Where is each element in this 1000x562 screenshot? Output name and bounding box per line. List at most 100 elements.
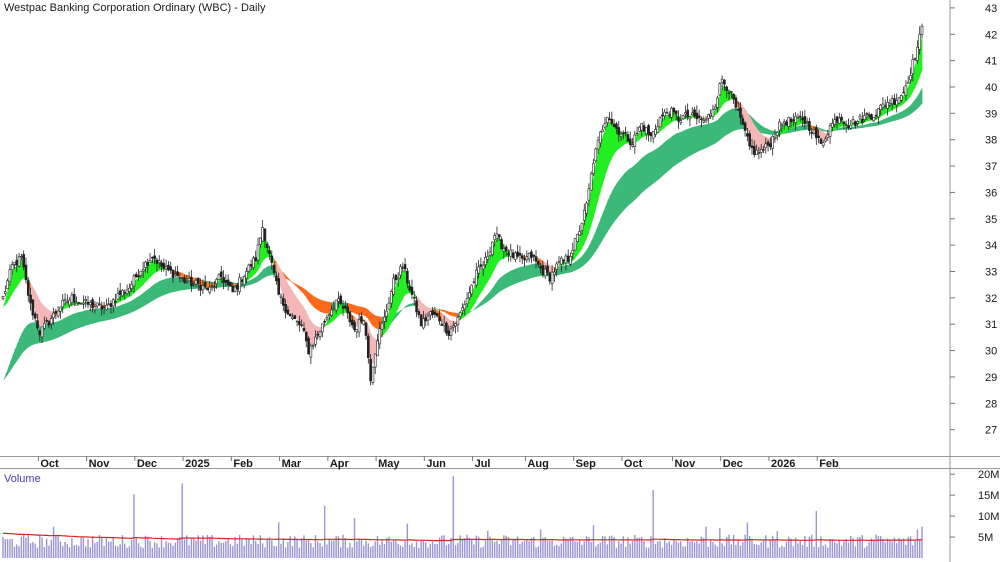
candlestick xyxy=(387,296,391,310)
volume-bar xyxy=(188,545,190,558)
candlestick xyxy=(647,123,650,142)
candle-body xyxy=(22,254,25,268)
price-tick-label: 38 xyxy=(985,135,997,147)
long-band-segment xyxy=(434,308,438,310)
candle-body xyxy=(118,290,122,295)
volume-bar xyxy=(804,536,806,558)
candle-body xyxy=(854,121,857,126)
volume-bar xyxy=(829,538,831,558)
volume-bar xyxy=(838,539,840,558)
long-band-segment xyxy=(703,124,707,149)
volume-bar xyxy=(280,543,282,558)
volume-bar xyxy=(179,536,181,558)
volume-bar xyxy=(183,539,186,558)
candle-body xyxy=(196,277,200,284)
candle-body xyxy=(190,277,193,287)
volume-bar xyxy=(652,490,654,558)
long-band-segment xyxy=(836,127,840,131)
candlestick xyxy=(569,252,572,267)
candlestick xyxy=(734,94,738,111)
candlestick xyxy=(8,264,12,286)
volume-bar xyxy=(78,545,80,558)
volume-bar xyxy=(204,543,206,558)
candlestick xyxy=(486,249,490,264)
candlestick xyxy=(139,270,143,278)
volume-bar xyxy=(438,537,441,558)
long-band-segment xyxy=(113,306,116,319)
candlestick xyxy=(183,274,186,285)
long-band-segment xyxy=(471,309,475,311)
candle-body xyxy=(454,323,457,327)
candle-body xyxy=(537,260,540,265)
volume-bar xyxy=(344,538,347,558)
volume-bar xyxy=(459,535,461,558)
candle-body xyxy=(337,298,340,302)
candlestick xyxy=(837,112,841,125)
candle-body xyxy=(677,116,680,122)
candle-body xyxy=(456,316,460,325)
short-band-segment xyxy=(478,269,482,297)
volume-bar xyxy=(34,543,36,558)
candle-body xyxy=(447,330,451,336)
long-band-segment xyxy=(880,119,884,125)
candlestick xyxy=(277,272,281,296)
short-band-segment xyxy=(602,129,606,185)
volume-moving-average-line xyxy=(2,532,923,542)
candlestick xyxy=(378,321,382,350)
candle-body xyxy=(1,296,5,299)
candlestick xyxy=(674,109,678,121)
volume-axis: 5M 10M 15M 20M xyxy=(950,469,999,544)
candle-body xyxy=(573,238,577,251)
candlestick xyxy=(916,40,919,65)
price-tick-label: 43 xyxy=(985,3,997,15)
candle-body xyxy=(612,123,616,128)
long-band-segment xyxy=(147,287,151,304)
candlestick xyxy=(245,267,248,284)
volume-bar xyxy=(615,547,618,558)
volume-bar xyxy=(512,538,514,558)
long-band-segment xyxy=(287,277,291,281)
long-band-segment xyxy=(910,102,914,115)
volume-bar xyxy=(774,539,776,558)
volume-bar xyxy=(330,540,333,558)
candle-body xyxy=(644,127,648,135)
candle-body xyxy=(199,285,202,291)
volume-bar xyxy=(55,534,57,558)
candle-body xyxy=(203,282,207,287)
volume-bar xyxy=(898,538,900,558)
candle-body xyxy=(904,85,908,96)
candlestick xyxy=(410,279,414,300)
candlestick xyxy=(537,260,540,268)
candle-body xyxy=(43,323,46,329)
candlestick xyxy=(196,277,200,291)
candlestick xyxy=(468,286,471,300)
volume-bar xyxy=(896,543,898,558)
volume-bar xyxy=(578,540,581,558)
short-band-segment xyxy=(37,295,41,328)
volume-bar xyxy=(211,535,213,558)
long-band-segment xyxy=(680,130,684,162)
volume-bar xyxy=(133,494,135,558)
volume-bar xyxy=(622,536,625,558)
volume-bar xyxy=(232,546,234,558)
long-band-segment xyxy=(513,268,516,285)
candle-body xyxy=(256,244,260,261)
volume-bar xyxy=(397,543,399,558)
candle-body xyxy=(780,124,784,126)
candle-body xyxy=(557,261,561,263)
candlestick xyxy=(831,118,834,132)
candle-body xyxy=(909,75,912,81)
candle-body xyxy=(125,289,129,294)
long-band-segment xyxy=(758,123,762,134)
candle-body xyxy=(865,113,869,115)
long-band-segment xyxy=(894,113,898,121)
candle-body xyxy=(153,255,156,260)
volume-bar xyxy=(790,538,792,558)
candle-body xyxy=(70,294,74,303)
candlestick xyxy=(3,285,7,297)
volume-bar xyxy=(902,538,905,558)
candle-body xyxy=(874,114,878,117)
volume-bar xyxy=(300,538,303,558)
long-band-segment xyxy=(770,130,774,135)
volume-bar xyxy=(381,539,383,558)
